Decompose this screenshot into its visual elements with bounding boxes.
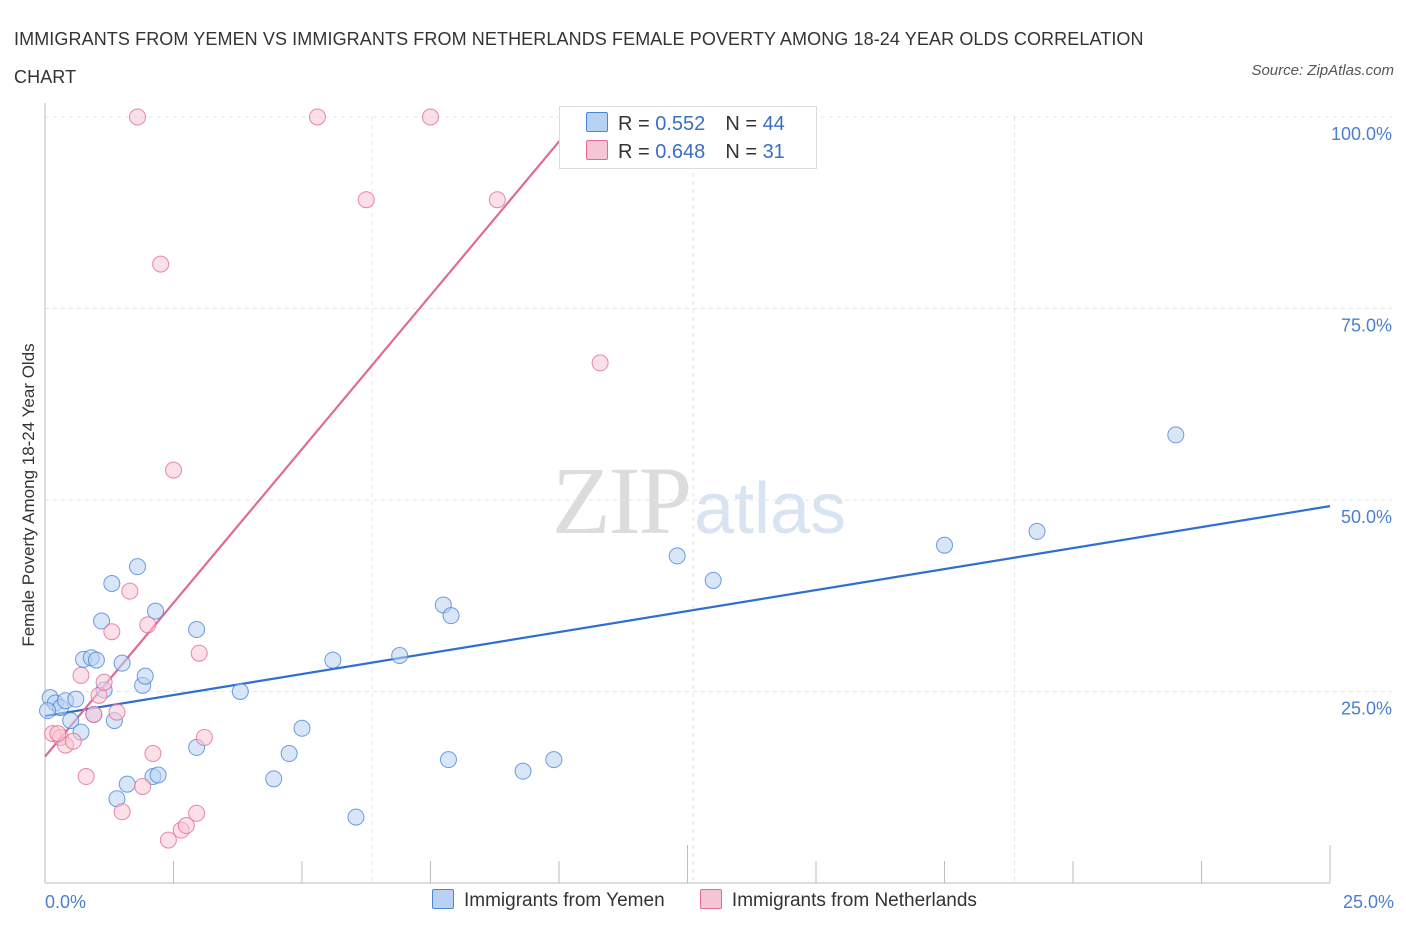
point-yemen-16 bbox=[113, 654, 131, 672]
point-yemen-22 bbox=[147, 602, 165, 620]
legend-row-netherlands: R = 0.648 N = 31 bbox=[586, 140, 785, 166]
point-yemen-42 bbox=[1167, 426, 1185, 444]
stats-legend: R = 0.552 N = 44 R = 0.648 N = 31 bbox=[559, 106, 817, 169]
point-yemen-28 bbox=[280, 745, 298, 763]
point-netherlands-24 bbox=[129, 108, 147, 126]
x-tick-label-max: 25.0% bbox=[1343, 892, 1394, 912]
point-yemen-41 bbox=[1028, 522, 1046, 540]
y-tick-label-100: 100.0% bbox=[1331, 124, 1392, 144]
source-label: Source: ZipAtlas.com bbox=[1251, 62, 1394, 79]
grid-layer bbox=[45, 116, 1392, 883]
y-tick-label-50: 50.0% bbox=[1341, 507, 1392, 527]
point-yemen-5 bbox=[67, 690, 85, 708]
point-yemen-38 bbox=[668, 547, 686, 565]
legend-r-label-yemen: R = bbox=[618, 113, 656, 135]
legend-r-value-netherlands: 0.648 bbox=[655, 141, 706, 163]
series-legend-netherlands[interactable]: Immigrants from Netherlands bbox=[699, 889, 977, 912]
point-yemen-30 bbox=[324, 651, 342, 669]
point-netherlands-25 bbox=[308, 108, 326, 126]
point-yemen-23 bbox=[149, 766, 167, 784]
point-netherlands-22 bbox=[190, 644, 208, 662]
point-yemen-24 bbox=[188, 620, 206, 638]
watermark-atlas: atlas bbox=[694, 469, 847, 549]
point-netherlands-30 bbox=[49, 725, 67, 743]
y-tick-label-75: 75.0% bbox=[1341, 316, 1392, 336]
point-yemen-11 bbox=[93, 612, 111, 630]
point-netherlands-26 bbox=[422, 108, 439, 126]
label-layer: 25.0% 50.0% 75.0% 100.0% 0.0% 25.0% Female Pov… bbox=[19, 124, 1394, 912]
point-yemen-36 bbox=[514, 762, 532, 780]
point-netherlands-28 bbox=[488, 191, 506, 209]
legend-n-value-yemen: 44 bbox=[762, 113, 785, 135]
point-yemen-13 bbox=[103, 574, 121, 592]
point-yemen-43 bbox=[39, 702, 57, 720]
point-yemen-37 bbox=[545, 751, 563, 769]
point-yemen-17 bbox=[118, 775, 136, 793]
point-yemen-39 bbox=[704, 571, 722, 589]
point-yemen-40 bbox=[936, 536, 953, 554]
legend-row-yemen: R = 0.552 N = 44 bbox=[586, 112, 785, 138]
point-netherlands-23 bbox=[195, 728, 213, 746]
axis-layer bbox=[44, 103, 1331, 884]
point-netherlands-17 bbox=[165, 461, 182, 479]
point-netherlands-11 bbox=[113, 803, 131, 821]
legend-n-value-netherlands: 31 bbox=[762, 141, 785, 163]
series-swatch-yemen bbox=[432, 889, 454, 909]
point-netherlands-20 bbox=[177, 817, 195, 835]
series-legend-yemen[interactable]: Immigrants from Yemen bbox=[432, 889, 665, 912]
legend-swatch-yemen bbox=[586, 112, 608, 132]
point-netherlands-3 bbox=[64, 732, 82, 750]
point-yemen-26 bbox=[231, 683, 249, 700]
point-yemen-34 bbox=[442, 607, 460, 625]
point-netherlands-4 bbox=[72, 666, 90, 684]
point-yemen-20 bbox=[136, 667, 154, 685]
trendline-yemen bbox=[44, 505, 1331, 718]
point-yemen-10 bbox=[87, 651, 105, 669]
legend-n-label-yemen: N = bbox=[725, 113, 763, 135]
point-yemen-27 bbox=[265, 770, 283, 788]
chart-title: IMMIGRANTS FROM YEMEN VS IMMIGRANTS FROM… bbox=[14, 29, 1144, 87]
legend-n-label-netherlands: N = bbox=[725, 141, 763, 163]
series-label-netherlands: Immigrants from Netherlands bbox=[731, 890, 977, 911]
trendline-netherlands bbox=[44, 116, 581, 758]
point-netherlands-29 bbox=[591, 354, 609, 372]
point-yemen-4 bbox=[62, 712, 80, 730]
point-yemen-35 bbox=[439, 751, 457, 769]
point-yemen-32 bbox=[391, 646, 409, 664]
series-label-yemen: Immigrants from Yemen bbox=[464, 890, 665, 911]
point-yemen-18 bbox=[129, 558, 147, 576]
point-netherlands-12 bbox=[121, 582, 139, 600]
point-netherlands-18 bbox=[159, 831, 177, 849]
y-tick-label-25: 25.0% bbox=[1341, 699, 1392, 719]
point-netherlands-6 bbox=[85, 705, 103, 723]
point-netherlands-8 bbox=[95, 673, 113, 691]
legend-swatch-netherlands bbox=[586, 140, 608, 160]
point-netherlands-13 bbox=[134, 777, 152, 795]
point-netherlands-27 bbox=[357, 191, 375, 209]
legend-r-value-yemen: 0.552 bbox=[655, 113, 706, 135]
point-netherlands-10 bbox=[108, 703, 126, 721]
series-legend: Immigrants from Yemen Immigrants from Ne… bbox=[432, 889, 1007, 912]
point-netherlands-5 bbox=[77, 768, 95, 786]
legend-r-label-netherlands: R = bbox=[618, 141, 656, 163]
point-netherlands-9 bbox=[103, 623, 121, 641]
y-axis-label: Female Poverty Among 18-24 Year Olds bbox=[19, 343, 38, 646]
point-yemen-31 bbox=[347, 808, 365, 826]
point-netherlands-21 bbox=[188, 804, 206, 822]
point-layer bbox=[39, 108, 1185, 849]
point-yemen-29 bbox=[293, 719, 311, 737]
series-swatch-netherlands bbox=[699, 889, 722, 909]
x-tick-label-min: 0.0% bbox=[45, 892, 86, 912]
point-netherlands-14 bbox=[139, 616, 157, 634]
trend-layer bbox=[44, 116, 1331, 758]
point-netherlands-15 bbox=[144, 745, 162, 763]
point-netherlands-16 bbox=[152, 255, 170, 273]
